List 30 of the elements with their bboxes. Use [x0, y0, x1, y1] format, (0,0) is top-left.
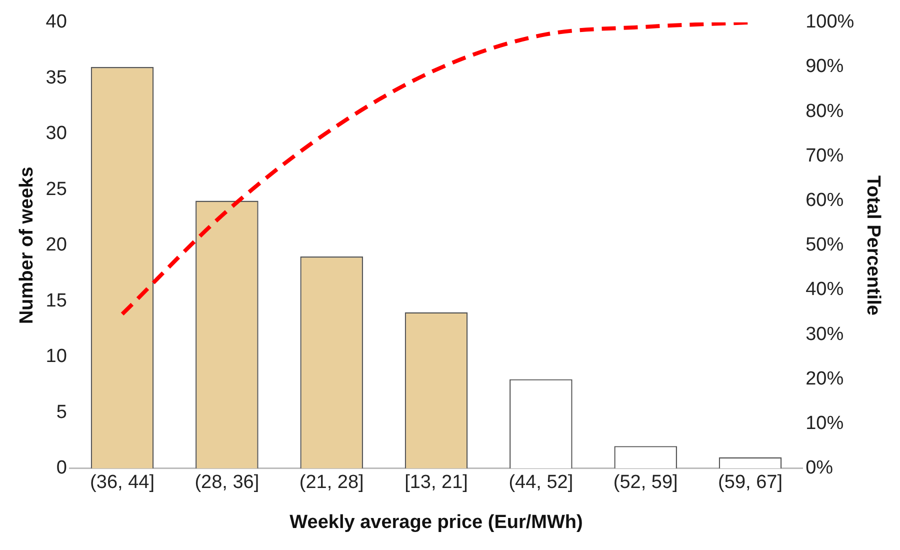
- x-tick-label: (21, 28]: [299, 472, 364, 494]
- y2-tick-label: 60%: [806, 190, 844, 212]
- y-tick-label: 5: [56, 402, 67, 423]
- y2-tick-label: 40%: [806, 279, 844, 300]
- y-tick-label: 0: [56, 458, 67, 479]
- x-tick-label: (52, 59]: [613, 472, 678, 494]
- x-tick-label: [13, 21]: [404, 472, 468, 494]
- y2-tick-label: 80%: [806, 100, 844, 122]
- y-tick-label: 35: [46, 67, 67, 88]
- y2-tick-label: 10%: [806, 413, 844, 434]
- y-tick-label: 25: [46, 178, 67, 200]
- y2-tick-label: 0%: [806, 458, 834, 479]
- y-tick-label: 20: [46, 234, 67, 256]
- y-tick-label: 10: [46, 346, 67, 368]
- y-axis-title: Number of weeks: [16, 166, 38, 324]
- y2-tick-label: 50%: [806, 234, 844, 256]
- y2-axis-title: Total Percentile: [862, 175, 884, 316]
- y2-tick-label: 20%: [806, 368, 844, 390]
- y-tick-label: 15: [46, 290, 67, 312]
- x-tick-label: (36, 44]: [90, 472, 154, 494]
- y2-tick-label: 90%: [806, 56, 844, 78]
- y2-tick-label: 70%: [806, 145, 844, 166]
- y-tick-label: 30: [46, 123, 67, 144]
- x-tick-label: (44, 52]: [508, 472, 574, 494]
- x-axis-title: Weekly average price (Eur/MWh): [290, 512, 583, 533]
- x-tick-label: (28, 36]: [194, 472, 260, 494]
- y-tick-label: 40: [46, 12, 67, 33]
- y2-tick-label: 100%: [806, 12, 854, 33]
- y2-tick-label: 30%: [806, 324, 844, 345]
- x-tick-label: (59, 67]: [718, 472, 782, 494]
